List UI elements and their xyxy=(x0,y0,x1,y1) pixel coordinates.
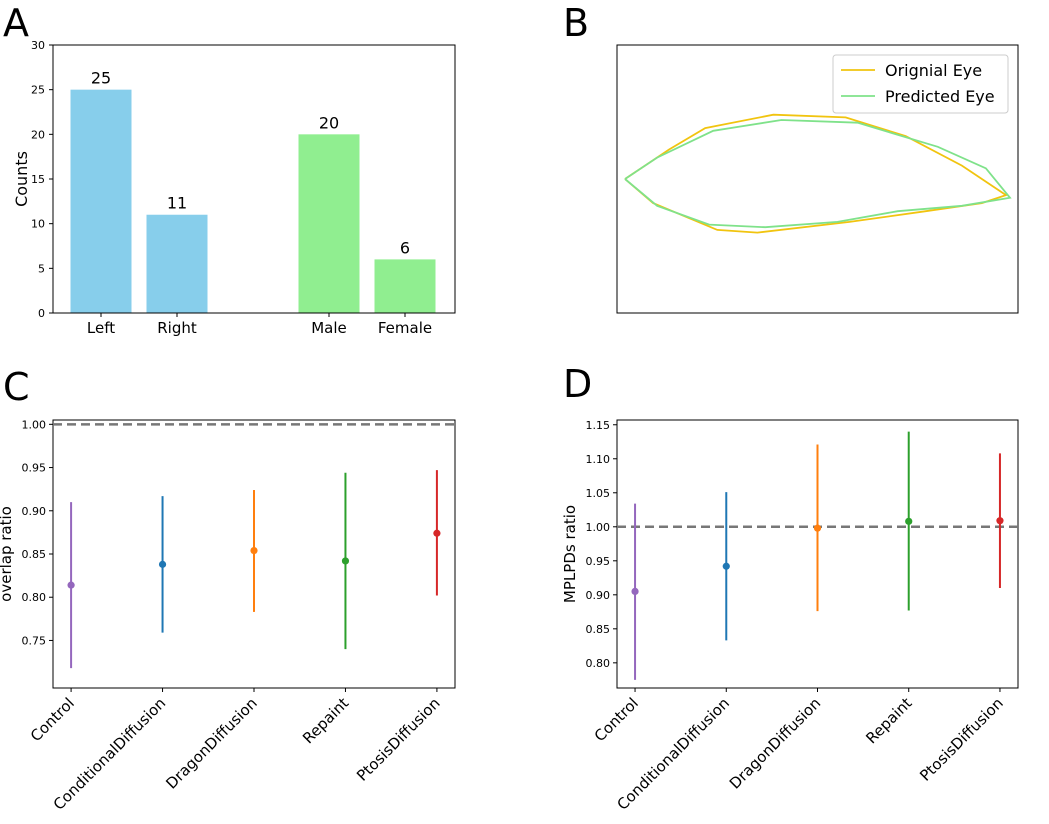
y-tick-label: 1.15 xyxy=(586,419,611,432)
mean-point xyxy=(433,529,441,537)
bar-value-label: 11 xyxy=(167,194,187,213)
x-tick-label: Female xyxy=(378,319,432,337)
y-tick-label: 1.05 xyxy=(586,487,611,500)
x-tick-label: DragonDiffusion xyxy=(162,694,261,793)
x-tick-label: Right xyxy=(157,319,197,337)
legend-label: Orignial Eye xyxy=(885,61,982,80)
x-tick-label: Left xyxy=(87,319,115,337)
y-tick-label: 25 xyxy=(31,84,45,97)
bar-left xyxy=(70,89,132,314)
x-tick-label: Repaint xyxy=(862,694,915,747)
y-tick-label: 15 xyxy=(31,173,45,186)
legend-box xyxy=(832,54,1009,114)
mean-point xyxy=(67,581,75,589)
y-tick-label: 5 xyxy=(38,262,45,275)
legend-label: Predicted Eye xyxy=(885,87,995,106)
y-tick-label: 0.80 xyxy=(586,657,611,670)
mean-point xyxy=(905,517,913,525)
y-tick-label: 0.85 xyxy=(586,623,611,636)
panel-label-b: B xyxy=(563,1,589,45)
contour-line-predicted-eye xyxy=(624,119,1012,229)
y-tick-label: 0.90 xyxy=(586,589,611,602)
mean-point xyxy=(631,587,639,596)
x-tick-label: Control xyxy=(27,694,78,745)
y-tick-label: 1.10 xyxy=(586,453,611,466)
y-tick-label: 0.75 xyxy=(22,634,47,647)
y-tick-label: 1.00 xyxy=(586,521,611,534)
x-tick-label: DragonDiffusion xyxy=(726,694,825,793)
y-tick-label: 20 xyxy=(31,128,45,141)
mean-point xyxy=(722,562,730,570)
bar-right xyxy=(146,214,208,313)
x-tick-label: PtosisDiffusion xyxy=(916,694,1007,785)
bar-value-label: 20 xyxy=(319,113,339,132)
y-tick-label: 1.00 xyxy=(22,418,47,431)
panel-label-d: D xyxy=(563,362,592,406)
bar-value-label: 25 xyxy=(91,69,111,88)
y-tick-label: 0.80 xyxy=(22,591,47,604)
bar-chart-panel: 25 Left 11 Right 20 Male 6 Female 0 5 10 15 20 25 30 Co… xyxy=(12,39,456,337)
y-tick-label: 10 xyxy=(31,218,45,231)
y-tick-label: 0 xyxy=(38,307,45,320)
y-axis-label: overlap ratio xyxy=(0,506,15,602)
y-tick-label: 0.95 xyxy=(22,462,47,475)
y-axis-label: Counts xyxy=(12,151,31,207)
panel-label-c: C xyxy=(3,365,30,409)
mean-point xyxy=(813,524,822,532)
plot-frame xyxy=(52,44,456,314)
y-tick-label: 0.95 xyxy=(586,555,611,568)
x-tick-label: Control xyxy=(591,694,642,745)
mean-point xyxy=(996,517,1004,525)
eye-contour-panel: Orignial Eye Predicted Eye xyxy=(616,44,1019,314)
bar-female xyxy=(374,259,436,313)
bar-male xyxy=(298,134,360,313)
x-tick-label: Male xyxy=(311,319,347,337)
x-tick-label: Repaint xyxy=(299,694,352,747)
mplpds-ratio-panel: ControlConditionalDiffusionDragonDiffusi… xyxy=(561,419,1019,814)
y-tick-label: 30 xyxy=(31,39,45,52)
y-axis-label: MPLPDs ratio xyxy=(561,505,579,603)
overlap-ratio-panel: ControlConditionalDiffusionDragonDiffusi… xyxy=(0,418,456,814)
x-tick-label: PtosisDiffusion xyxy=(353,694,444,785)
bar-value-label: 6 xyxy=(400,238,410,257)
mean-point xyxy=(250,546,258,555)
y-tick-label: 0.85 xyxy=(22,548,47,561)
mean-point xyxy=(341,557,350,565)
y-tick-label: 0.90 xyxy=(22,505,47,518)
mean-point xyxy=(158,560,167,568)
panel-label-a: A xyxy=(3,1,29,45)
contour-line-original-eye xyxy=(624,113,1009,234)
